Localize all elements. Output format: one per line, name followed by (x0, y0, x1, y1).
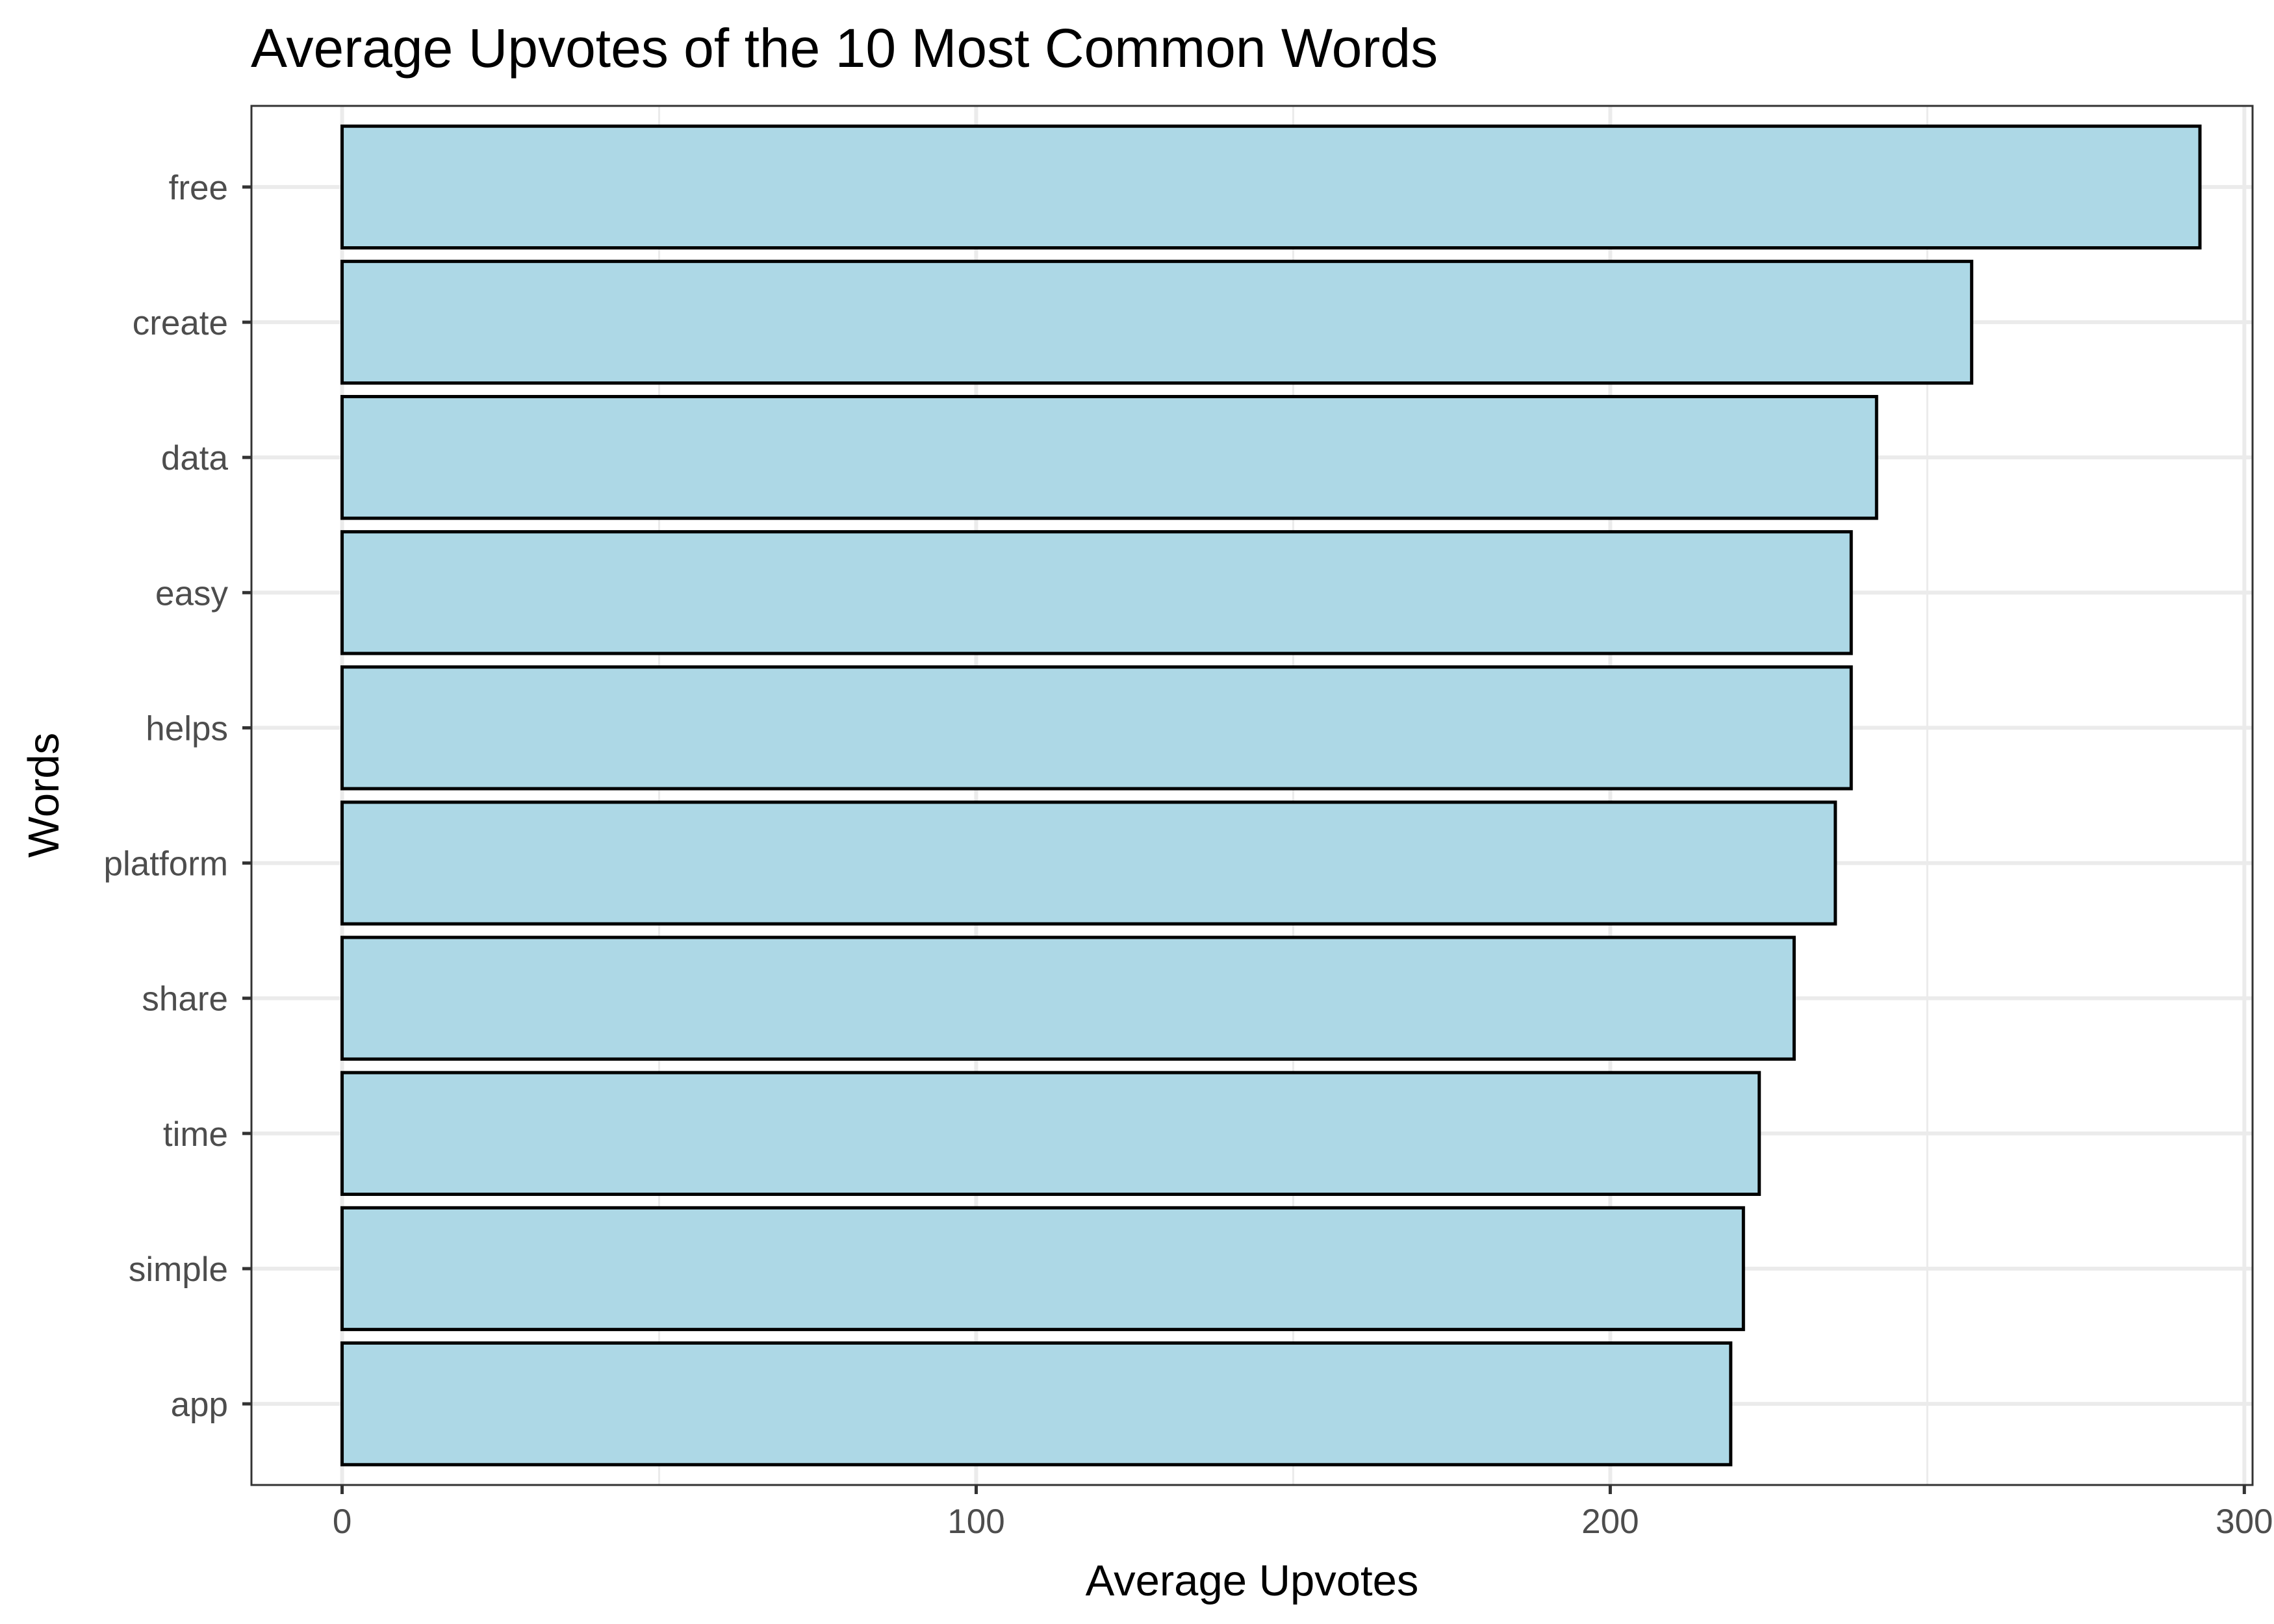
bar-app (340, 1341, 1733, 1467)
bar-share (340, 935, 1796, 1061)
x-tick-label: 100 (947, 1503, 1004, 1541)
chart-title: Average Upvotes of the 10 Most Common Wo… (251, 18, 1438, 79)
y-tick-label: time (163, 1115, 228, 1154)
y-tick-label: free (169, 169, 228, 207)
x-tick-label: 300 (2216, 1503, 2273, 1541)
panel-border (250, 105, 2254, 1486)
bar-helps (340, 665, 1853, 791)
y-axis: free create data easy helps platform share time… (104, 169, 251, 1424)
x-axis: 0 100 200 300 (333, 1485, 2273, 1541)
bar-free (340, 124, 2202, 250)
y-tick-label: app (171, 1386, 228, 1424)
x-tick-label: 200 (1581, 1503, 1639, 1541)
y-tick-label: platform (104, 845, 228, 883)
bar-time (340, 1071, 1761, 1197)
bar-platform (340, 800, 1837, 926)
bar-create (340, 259, 1974, 385)
bar-data (340, 394, 1878, 520)
bar-easy (340, 530, 1853, 655)
y-tick-label: helps (146, 709, 228, 748)
plot-panel (250, 105, 2254, 1486)
y-tick-label: share (142, 980, 228, 1019)
y-tick-label: simple (129, 1250, 228, 1289)
y-tick-label: data (161, 439, 229, 477)
y-tick-label: create (133, 304, 228, 342)
x-axis-title: Average Upvotes (1086, 1556, 1419, 1605)
bars (340, 124, 2202, 1467)
y-axis-title: Words (19, 733, 68, 857)
bar-simple (340, 1206, 1745, 1332)
y-tick-label: easy (155, 574, 228, 613)
x-tick-label: 0 (333, 1503, 351, 1541)
